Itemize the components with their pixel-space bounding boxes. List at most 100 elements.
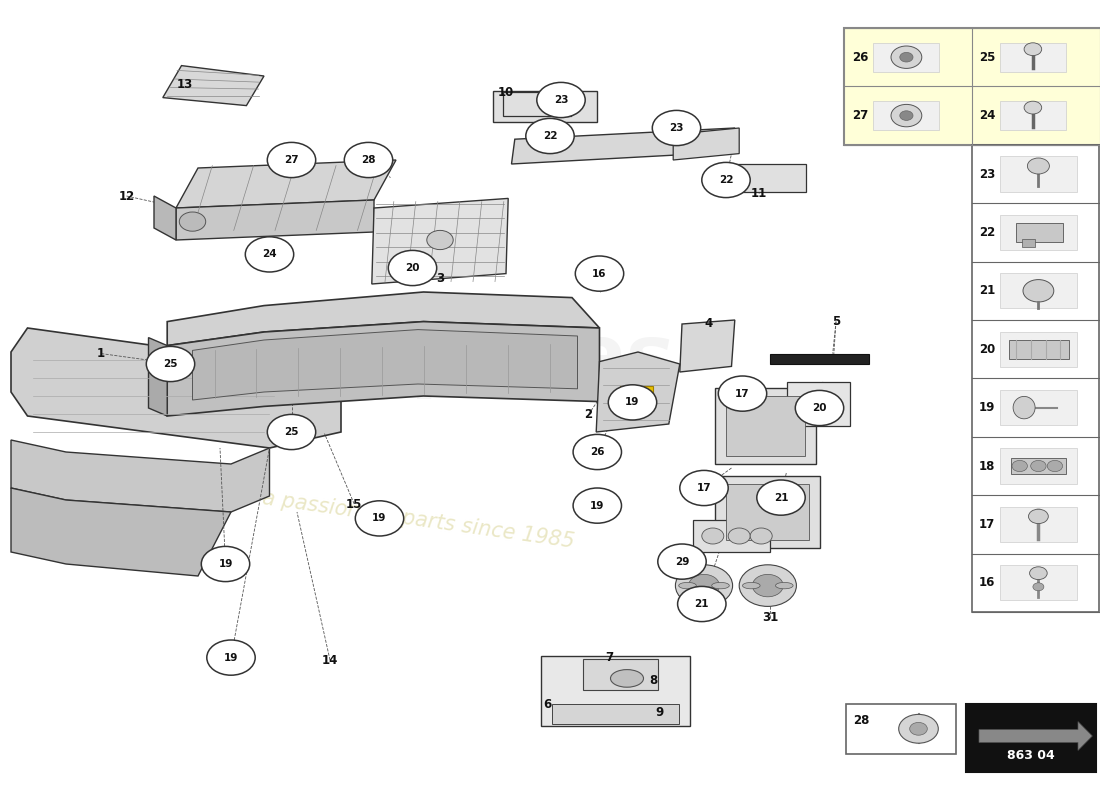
FancyBboxPatch shape (715, 476, 820, 548)
Text: 27: 27 (852, 109, 869, 122)
Circle shape (146, 346, 195, 382)
Circle shape (891, 46, 922, 69)
Text: 17: 17 (696, 483, 712, 493)
Circle shape (900, 53, 913, 62)
Text: 10: 10 (498, 86, 514, 99)
Circle shape (652, 110, 701, 146)
Polygon shape (154, 196, 176, 240)
Text: 19: 19 (625, 398, 640, 407)
Text: 31: 31 (762, 611, 778, 624)
Circle shape (355, 501, 404, 536)
Text: 22: 22 (979, 226, 996, 239)
FancyBboxPatch shape (1000, 42, 1066, 72)
Circle shape (388, 250, 437, 286)
Text: 26: 26 (590, 447, 605, 457)
Circle shape (608, 385, 657, 420)
Ellipse shape (776, 582, 793, 589)
Polygon shape (673, 128, 739, 160)
FancyBboxPatch shape (770, 354, 869, 364)
FancyBboxPatch shape (1000, 157, 1077, 192)
Text: 11: 11 (751, 187, 767, 200)
FancyBboxPatch shape (1009, 339, 1069, 358)
Circle shape (678, 586, 726, 622)
FancyBboxPatch shape (493, 91, 597, 122)
Circle shape (910, 722, 927, 735)
Circle shape (1033, 582, 1044, 590)
Text: 19: 19 (218, 559, 233, 569)
FancyBboxPatch shape (873, 42, 939, 72)
Circle shape (537, 82, 585, 118)
Text: 17: 17 (735, 389, 750, 398)
Text: 2: 2 (584, 408, 593, 421)
FancyBboxPatch shape (1000, 101, 1066, 130)
Polygon shape (11, 328, 341, 448)
Polygon shape (680, 320, 735, 372)
Text: 16: 16 (592, 269, 607, 278)
Circle shape (899, 714, 938, 743)
Text: a passion for parts since 1985: a passion for parts since 1985 (261, 488, 575, 552)
Text: 17: 17 (979, 518, 996, 531)
FancyBboxPatch shape (503, 92, 571, 116)
FancyBboxPatch shape (1000, 273, 1077, 308)
Circle shape (1023, 279, 1054, 302)
Circle shape (526, 118, 574, 154)
FancyBboxPatch shape (1000, 331, 1077, 366)
Text: 19: 19 (223, 653, 239, 662)
Circle shape (1028, 509, 1048, 523)
Text: 27: 27 (284, 155, 299, 165)
Text: 15: 15 (346, 498, 362, 510)
FancyBboxPatch shape (715, 388, 816, 464)
FancyBboxPatch shape (1000, 390, 1077, 426)
Circle shape (1024, 43, 1042, 56)
FancyBboxPatch shape (541, 656, 690, 726)
Text: 28: 28 (854, 714, 870, 726)
Text: 25: 25 (979, 50, 996, 64)
Circle shape (689, 574, 719, 597)
Circle shape (702, 162, 750, 198)
Circle shape (1012, 460, 1027, 472)
Circle shape (201, 546, 250, 582)
Circle shape (750, 528, 772, 544)
Text: 23: 23 (669, 123, 684, 133)
Text: 28: 28 (361, 155, 376, 165)
Circle shape (658, 544, 706, 579)
Text: 8: 8 (649, 674, 658, 686)
Circle shape (1024, 101, 1042, 114)
Circle shape (1030, 566, 1047, 579)
FancyBboxPatch shape (1000, 448, 1077, 483)
Circle shape (573, 488, 622, 523)
Text: 19: 19 (590, 501, 605, 510)
Polygon shape (372, 198, 508, 284)
Text: 19: 19 (372, 514, 387, 523)
Circle shape (179, 212, 206, 231)
Text: 21: 21 (773, 493, 789, 502)
Text: 30: 30 (694, 611, 710, 624)
Polygon shape (176, 200, 374, 240)
Circle shape (680, 470, 728, 506)
Polygon shape (11, 440, 270, 512)
Text: 24: 24 (979, 109, 996, 122)
FancyBboxPatch shape (726, 484, 808, 540)
Circle shape (757, 480, 805, 515)
Text: 13: 13 (177, 78, 192, 90)
Text: 19: 19 (979, 401, 996, 414)
Polygon shape (512, 128, 735, 164)
Circle shape (718, 376, 767, 411)
Ellipse shape (742, 582, 760, 589)
Polygon shape (979, 722, 1092, 750)
FancyBboxPatch shape (786, 382, 850, 426)
FancyBboxPatch shape (1000, 507, 1077, 542)
Text: 9: 9 (656, 706, 664, 718)
Circle shape (752, 574, 783, 597)
Text: 22: 22 (542, 131, 558, 141)
Text: 23: 23 (553, 95, 569, 105)
Circle shape (1031, 460, 1046, 472)
Ellipse shape (679, 582, 696, 589)
Polygon shape (192, 330, 578, 400)
FancyBboxPatch shape (1000, 214, 1077, 250)
Text: 12: 12 (119, 190, 134, 202)
FancyBboxPatch shape (972, 145, 1099, 612)
Text: 16: 16 (979, 576, 996, 590)
Circle shape (900, 111, 913, 120)
FancyBboxPatch shape (966, 704, 1096, 772)
